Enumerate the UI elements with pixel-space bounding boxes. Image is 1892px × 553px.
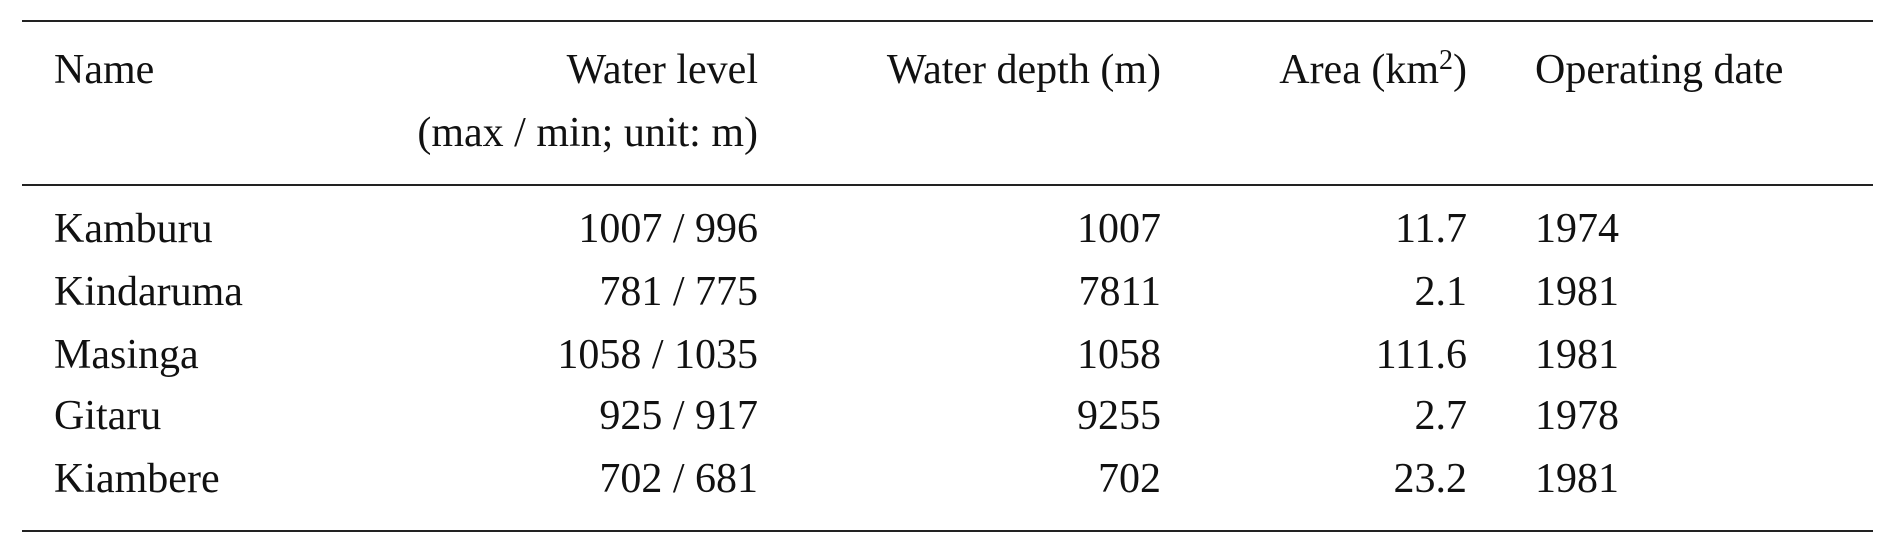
superscript: 2 (1439, 45, 1453, 76)
table-cell: 111.6 (1375, 332, 1467, 378)
header-text: ) (1453, 47, 1467, 93)
header-cell: (max / min; unit: m) (417, 110, 758, 156)
header-cell: Operating date (1535, 47, 1784, 93)
table-cell: 1007 (1077, 206, 1161, 252)
table-cell: 11.7 (1395, 206, 1467, 252)
table-cell: Masinga (54, 332, 199, 378)
table-cell: Kindaruma (54, 269, 243, 315)
table-cell: 2.7 (1414, 393, 1468, 439)
table-cell: 23.2 (1393, 456, 1468, 502)
table-cell: 1058 / 1035 (557, 332, 758, 378)
table-cell: 1058 (1077, 332, 1161, 378)
table-cell: 7811 (1078, 269, 1161, 315)
mid-rule (22, 184, 1873, 186)
header-cell: Water level (566, 47, 758, 93)
header-cell: Area (km2) (1279, 47, 1467, 93)
table-cell: 1981 (1535, 332, 1619, 378)
table-cell: 702 (1098, 456, 1161, 502)
header-cell: Water depth (m) (886, 47, 1161, 93)
table-cell: 781 / 775 (599, 269, 758, 315)
table-cell: 1974 (1535, 206, 1619, 252)
table-cell: 1981 (1535, 269, 1619, 315)
table-cell: Kamburu (54, 206, 213, 252)
table-cell: 2.1 (1414, 269, 1468, 315)
bottom-rule (22, 530, 1873, 532)
table-cell: 1007 / 996 (578, 206, 758, 252)
table-cell: 1981 (1535, 456, 1619, 502)
table-cell: 702 / 681 (599, 456, 758, 502)
table-cell: Kiambere (54, 456, 220, 502)
top-rule (22, 20, 1873, 22)
table-cell: 9255 (1077, 393, 1161, 439)
header-cell: Name (54, 47, 155, 93)
table-cell: 1978 (1535, 393, 1619, 439)
table-cell: 925 / 917 (599, 393, 758, 439)
table-cell: Gitaru (54, 393, 162, 439)
header-text: Area (km (1279, 47, 1439, 93)
